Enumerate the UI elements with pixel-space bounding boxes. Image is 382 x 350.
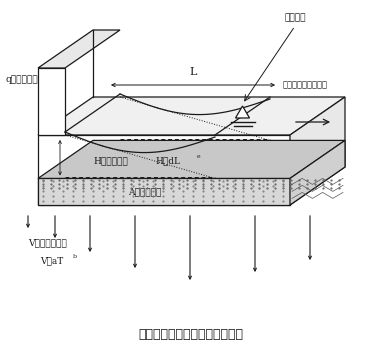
Polygon shape	[290, 97, 345, 205]
Text: V（浸透速度）: V（浸透速度）	[28, 238, 67, 247]
Text: e: e	[197, 154, 201, 160]
Polygon shape	[38, 68, 65, 135]
Polygon shape	[290, 140, 345, 205]
Text: b: b	[73, 254, 77, 259]
Text: 図２　水足進行モデルの概念図: 図２ 水足進行モデルの概念図	[139, 329, 243, 342]
Text: V＝aT: V＝aT	[40, 257, 63, 266]
Polygon shape	[38, 30, 120, 68]
Text: 水足位置: 水足位置	[284, 14, 306, 22]
Text: A（飽和量）: A（飽和量）	[128, 187, 162, 196]
Polygon shape	[38, 135, 290, 205]
Text: L: L	[189, 67, 197, 77]
Polygon shape	[38, 178, 290, 205]
Text: q（給水速度）: q（給水速度）	[5, 76, 43, 84]
Polygon shape	[38, 97, 345, 135]
Polygon shape	[235, 106, 249, 118]
Polygon shape	[38, 140, 345, 178]
Text: （水足からの距離）: （水足からの距離）	[283, 81, 328, 89]
Text: H＝dL: H＝dL	[155, 156, 180, 166]
Text: H（湛水深）: H（湛水深）	[93, 156, 128, 166]
